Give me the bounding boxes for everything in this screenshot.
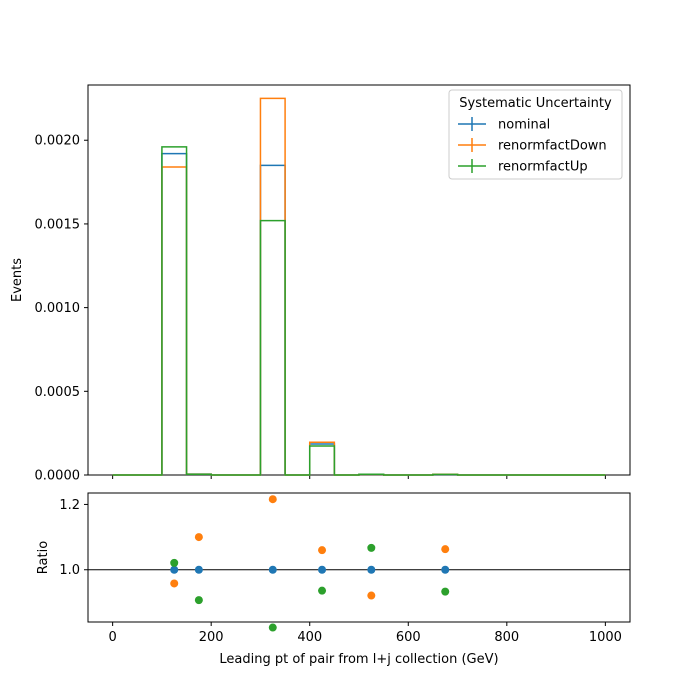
- legend-label-nominal: nominal: [498, 118, 550, 133]
- ratio-y-tick-label: 1.2: [59, 498, 80, 513]
- ratio-point-renormfactDown: [367, 591, 376, 600]
- ratio-x-tick-label: 600: [396, 630, 421, 645]
- ratio-point-renormfactDown: [194, 533, 203, 542]
- ratio-point-nominal: [268, 565, 277, 574]
- ratio-point-renormfactDown: [170, 579, 179, 588]
- ratio-point-nominal: [441, 565, 450, 574]
- ratio-point-nominal: [194, 565, 203, 574]
- main-histogram-plot: 0.0000 0.0005 0.0010 0.0015 0.0020 Events: [10, 84, 631, 484]
- main-y-tick-label: 0.0005: [35, 385, 81, 400]
- ratio-x-tick-label: 400: [297, 630, 322, 645]
- ratio-point-renormfactUp: [170, 558, 179, 567]
- ratio-point-renormfactDown: [268, 495, 277, 504]
- legend-label-renormfactUp: renormfactUp: [498, 160, 588, 175]
- ratio-point-renormfactUp: [318, 586, 327, 595]
- ratio-point-renormfactDown: [441, 545, 450, 554]
- ratio-point-renormfactUp: [367, 543, 376, 552]
- main-y-tick-label: 0.0020: [35, 134, 81, 149]
- ratio-x-tick-label: 0: [108, 630, 116, 645]
- ratio-point-nominal: [170, 565, 179, 574]
- ratio-point-nominal: [367, 565, 376, 574]
- ratio-point-nominal: [318, 565, 327, 574]
- ratio-point-renormfactUp: [268, 623, 277, 632]
- ratio-x-tick-label: 1000: [589, 630, 622, 645]
- ratio-y-tick-label: 1.0: [59, 563, 80, 578]
- legend-label-renormfactDown: renormfactDown: [498, 139, 607, 154]
- ratio-point-renormfactUp: [194, 596, 203, 605]
- legend-title: Systematic Uncertainty: [459, 96, 612, 111]
- ratio-x-tick-label: 800: [494, 630, 519, 645]
- ratio-x-tick-label: 200: [199, 630, 224, 645]
- legend-box: [448, 89, 623, 180]
- main-y-tick-label: 0.0015: [35, 217, 81, 232]
- ratio-y-axis-title: Ratio: [36, 541, 51, 574]
- ratio-point-renormfactDown: [318, 546, 327, 555]
- histogram-step-renormfactUp: [112, 146, 606, 476]
- main-y-tick-label: 0.0010: [35, 301, 81, 316]
- main-y-tick-label: 0.0000: [35, 469, 81, 484]
- ratio-point-renormfactUp: [441, 587, 450, 596]
- ratio-plot: 0 200 400 600 800 1000 1.0 1.2 Leading pt of pai…: [36, 492, 631, 667]
- legend: Systematic Uncertainty nominal renormfactD…: [448, 89, 623, 180]
- main-y-axis-title: Events: [10, 258, 25, 302]
- ratio-x-axis-title: Leading pt of pair from l+j collection (…: [219, 652, 498, 667]
- ratio-plot-frame: [87, 492, 631, 623]
